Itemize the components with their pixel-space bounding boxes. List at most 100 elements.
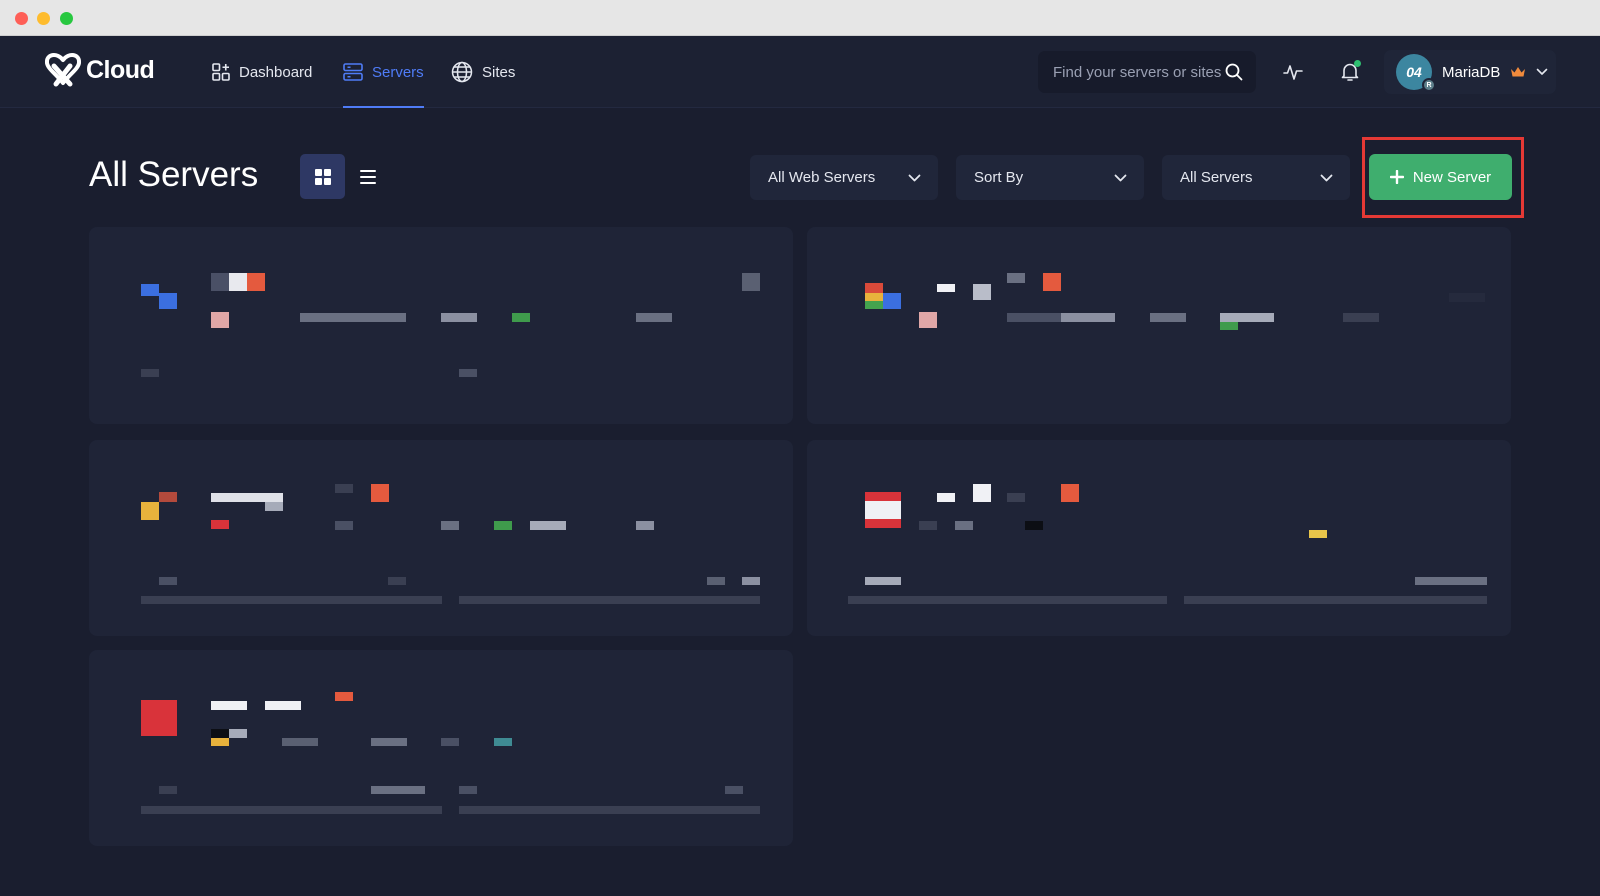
- obscured-block: [707, 577, 725, 585]
- web-server-filter-select[interactable]: All Web Servers: [750, 155, 938, 200]
- obscured-block: [459, 596, 760, 604]
- obscured-block: [937, 493, 955, 502]
- obscured-block: [1150, 313, 1186, 322]
- window-close-button[interactable]: [15, 12, 28, 25]
- avatar: 04 R: [1396, 54, 1436, 92]
- grid-icon: [314, 168, 331, 185]
- obscured-block: [636, 313, 672, 322]
- nav-servers-label: Servers: [372, 63, 424, 81]
- obscured-block: [1043, 273, 1061, 291]
- nav-sites[interactable]: Sites: [451, 36, 515, 108]
- obscured-block: [530, 521, 566, 530]
- activity-pulse-icon: [1283, 65, 1303, 80]
- obscured-block: [211, 701, 247, 710]
- obscured-block: [1343, 313, 1379, 322]
- obscured-block: [371, 484, 389, 502]
- obscured-block: [459, 786, 477, 794]
- grid-view-button[interactable]: [300, 154, 345, 199]
- list-view-button[interactable]: [345, 154, 390, 199]
- obscured-block: [141, 369, 159, 377]
- obscured-block: [1007, 493, 1025, 502]
- obscured-block: [1025, 521, 1043, 530]
- bell-icon: [1341, 63, 1359, 81]
- obscured-block: [919, 312, 937, 328]
- user-menu[interactable]: 04 R MariaDB: [1384, 50, 1556, 94]
- globe-icon: [451, 61, 473, 83]
- obscured-block: [459, 369, 477, 377]
- dashboard-grid-icon: [212, 63, 230, 81]
- page-title: All Servers: [89, 155, 259, 194]
- web-server-filter-value: All Web Servers: [768, 169, 876, 186]
- chevron-down-icon: [1114, 174, 1127, 181]
- obscured-block: [1220, 322, 1238, 330]
- obscured-block: [865, 501, 901, 519]
- obscured-block: [211, 520, 229, 529]
- obscured-block: [973, 484, 991, 502]
- window-maximize-button[interactable]: [60, 12, 73, 25]
- obscured-block: [229, 273, 247, 291]
- highlight-annotation-box: [1362, 137, 1524, 218]
- brand-name: Cloud: [86, 55, 155, 84]
- obscured-block: [937, 284, 955, 292]
- obscured-block: [1061, 484, 1079, 502]
- obscured-block: [335, 521, 353, 530]
- obscured-block: [141, 700, 177, 736]
- obscured-block: [211, 738, 229, 746]
- obscured-block: [1449, 293, 1485, 302]
- crown-icon: [1511, 67, 1526, 77]
- server-card[interactable]: [89, 650, 793, 846]
- obscured-block: [636, 521, 654, 530]
- search-input[interactable]: [1053, 63, 1225, 81]
- new-server-button[interactable]: New Server: [1369, 154, 1512, 200]
- server-filter-select[interactable]: All Servers: [1162, 155, 1350, 200]
- avatar-initials: 04: [1406, 64, 1422, 80]
- new-server-label: New Server: [1412, 168, 1492, 186]
- activity-button[interactable]: [1277, 56, 1309, 88]
- notification-indicator: [1354, 60, 1361, 67]
- search-box: [1038, 51, 1256, 93]
- nav-dashboard[interactable]: Dashboard: [212, 36, 312, 108]
- list-icon: [359, 169, 376, 184]
- window-minimize-button[interactable]: [37, 12, 50, 25]
- obscured-block: [388, 577, 406, 585]
- nav-dashboard-label: Dashboard: [239, 63, 313, 81]
- obscured-block: [512, 313, 530, 322]
- obscured-block: [300, 313, 406, 322]
- obscured-block: [494, 521, 512, 530]
- obscured-block: [865, 577, 901, 585]
- obscured-block: [459, 806, 760, 814]
- obscured-block: [865, 283, 883, 293]
- server-card[interactable]: [89, 227, 793, 424]
- obscured-block: [159, 293, 177, 309]
- server-icon: [343, 63, 363, 81]
- obscured-block: [494, 738, 512, 746]
- obscured-block: [265, 502, 283, 511]
- obscured-block: [1415, 577, 1487, 585]
- server-filter-value: All Servers: [1180, 169, 1253, 186]
- obscured-block: [229, 729, 247, 738]
- obscured-block: [211, 312, 229, 328]
- search-icon[interactable]: [1225, 63, 1243, 81]
- obscured-block: [211, 493, 283, 502]
- server-card[interactable]: [807, 440, 1511, 636]
- obscured-block: [955, 521, 973, 530]
- obscured-block: [159, 492, 177, 502]
- chevron-down-icon: [908, 174, 921, 181]
- obscured-block: [371, 738, 407, 746]
- notifications-button[interactable]: [1334, 56, 1366, 88]
- obscured-block: [1309, 530, 1327, 538]
- server-card[interactable]: [807, 227, 1511, 424]
- chevron-down-icon: [1537, 68, 1548, 75]
- server-card[interactable]: [89, 440, 793, 636]
- obscured-block: [441, 738, 459, 746]
- obscured-block: [865, 301, 883, 309]
- obscured-block: [159, 577, 177, 585]
- cloud-logo-icon: [44, 53, 82, 87]
- sort-by-select[interactable]: Sort By: [956, 155, 1144, 200]
- plus-icon: [1389, 170, 1404, 184]
- nav-sites-label: Sites: [482, 63, 516, 81]
- obscured-block: [141, 596, 442, 604]
- obscured-block: [1007, 273, 1025, 283]
- nav-servers[interactable]: Servers: [343, 36, 424, 108]
- brand-logo[interactable]: Cloud: [42, 50, 155, 90]
